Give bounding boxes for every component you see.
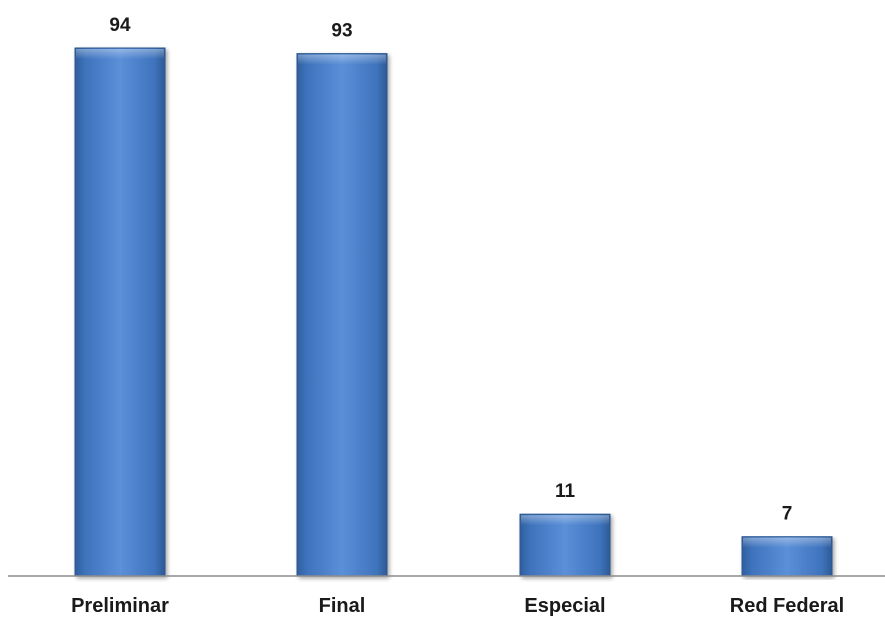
bar-final xyxy=(296,53,388,577)
value-labels-group: 94 93 11 7 xyxy=(109,15,792,525)
bar-highlight xyxy=(521,515,609,526)
category-label-especial: Especial xyxy=(524,595,605,617)
bar-highlight xyxy=(298,54,386,65)
data-label-especial: 11 xyxy=(555,481,576,502)
data-label-preliminar: 94 xyxy=(109,15,131,36)
bar-highlight xyxy=(743,537,831,548)
bar-highlight xyxy=(76,49,164,59)
bars-group xyxy=(74,47,833,577)
data-label-red-federal: 7 xyxy=(782,504,793,525)
category-label-preliminar: Preliminar xyxy=(71,595,169,617)
bar-preliminar xyxy=(74,47,166,577)
category-label-final: Final xyxy=(319,595,366,617)
data-label-final: 93 xyxy=(331,21,352,42)
category-label-red-federal: Red Federal xyxy=(730,595,844,617)
category-labels-group: Preliminar Final Especial Red Federal xyxy=(71,595,844,617)
